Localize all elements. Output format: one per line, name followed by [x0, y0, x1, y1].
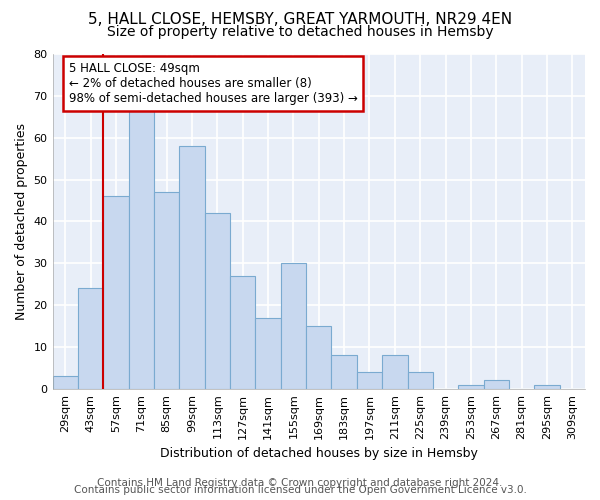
Bar [534, 384, 560, 389]
Text: Contains HM Land Registry data © Crown copyright and database right 2024.: Contains HM Land Registry data © Crown c… [97, 478, 503, 488]
Bar [382, 356, 407, 389]
Bar [458, 384, 484, 389]
Bar [128, 104, 154, 389]
Text: Size of property relative to detached houses in Hemsby: Size of property relative to detached ho… [107, 25, 493, 39]
Bar [331, 356, 357, 389]
Bar [103, 196, 128, 389]
Bar [256, 318, 281, 389]
Text: 5, HALL CLOSE, HEMSBY, GREAT YARMOUTH, NR29 4EN: 5, HALL CLOSE, HEMSBY, GREAT YARMOUTH, N… [88, 12, 512, 28]
Bar [78, 288, 103, 389]
Bar [53, 376, 78, 389]
Bar [407, 372, 433, 389]
Bar [230, 276, 256, 389]
Bar [154, 192, 179, 389]
X-axis label: Distribution of detached houses by size in Hemsby: Distribution of detached houses by size … [160, 447, 478, 460]
Text: Contains public sector information licensed under the Open Government Licence v3: Contains public sector information licen… [74, 485, 526, 495]
Bar [306, 326, 331, 389]
Bar [484, 380, 509, 389]
Bar [179, 146, 205, 389]
Y-axis label: Number of detached properties: Number of detached properties [15, 123, 28, 320]
Bar [281, 264, 306, 389]
Text: 5 HALL CLOSE: 49sqm
← 2% of detached houses are smaller (8)
98% of semi-detached: 5 HALL CLOSE: 49sqm ← 2% of detached hou… [68, 62, 358, 106]
Bar [357, 372, 382, 389]
Bar [205, 213, 230, 389]
